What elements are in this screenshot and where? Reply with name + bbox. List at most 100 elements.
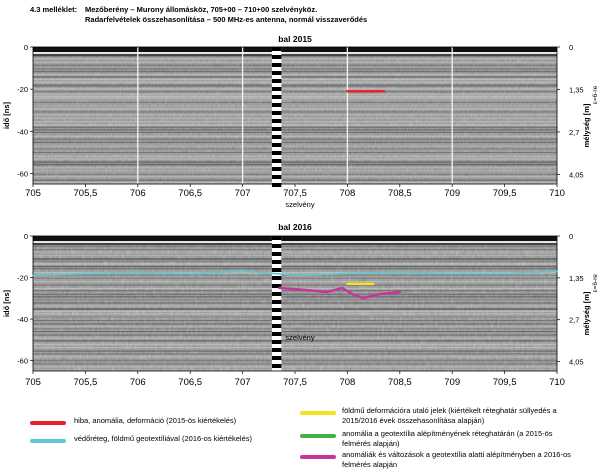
culvert-stripe-band <box>271 175 282 179</box>
reflection-band <box>33 78 557 81</box>
header-line-1: Mezőberény – Murony állomásköz, 705+00 –… <box>85 5 318 14</box>
reflection-band <box>33 81 557 84</box>
y-tick-label: -40 <box>17 127 28 136</box>
direct-wave-band <box>33 236 557 241</box>
reflection-band <box>33 353 557 355</box>
x-tick-label: 710 <box>549 377 565 388</box>
reflection-band <box>33 337 557 340</box>
x-tick-label: 706 <box>130 377 146 388</box>
legend-swatch-deformation <box>300 411 336 415</box>
legend-label-fault: hiba, anomália, deformáció (2015-ös kiér… <box>74 416 237 425</box>
depth-axis-label: mélység [m] <box>582 291 591 335</box>
y-tick-label: 0 <box>24 43 28 52</box>
reflection-band <box>33 320 557 322</box>
legend-label-protective: védőréteg, földmű geotextíliával (2016-o… <box>74 434 253 443</box>
x-tick-label: 706 <box>130 188 146 199</box>
reflection-band <box>33 356 557 358</box>
reflection-band <box>33 163 557 166</box>
x-tick-label: 705 <box>25 188 41 199</box>
reflection-band <box>33 76 557 78</box>
culvert-stripe-band <box>271 79 282 83</box>
reflection-band <box>33 308 557 310</box>
legend-swatch-sub_anomaly <box>300 455 336 459</box>
reflection-band <box>33 88 557 90</box>
reflection-band <box>33 365 557 368</box>
culvert-stripe-band <box>271 103 282 107</box>
culvert-stripe-band <box>271 111 282 115</box>
x-tick-label: 705 <box>25 377 41 388</box>
reflection-band <box>33 369 557 372</box>
culvert-stripe-band <box>271 63 282 67</box>
reflection-band <box>33 179 557 181</box>
reflection-band <box>33 108 557 110</box>
reflection-band <box>33 98 557 100</box>
reflection-band <box>33 290 557 292</box>
permittivity-note: ε=6-re <box>592 85 599 104</box>
depth-axis-label: mélység [m] <box>582 103 591 147</box>
x-tick-label: 709,5 <box>493 188 517 199</box>
reflection-band <box>33 251 557 253</box>
reflection-band <box>33 148 557 150</box>
reflection-band <box>33 93 557 96</box>
appendix-label: 4.3 melléklet: <box>30 5 78 14</box>
legend-swatch-base_anomaly <box>300 434 336 438</box>
reflection-band <box>33 141 557 144</box>
y-tick-label: 0 <box>24 232 28 241</box>
y-axis-label: idő [ns] <box>2 289 11 317</box>
legend-swatch-protective <box>30 439 66 443</box>
culvert-stripe-band <box>271 183 282 187</box>
culvert-stripe-band <box>271 151 282 155</box>
reflection-band <box>33 126 557 129</box>
reflection-band <box>33 124 557 126</box>
direct-wave-band <box>33 243 557 245</box>
reflection-band <box>33 90 557 93</box>
reflection-band <box>33 114 557 116</box>
depth-tick-label: 2,7 <box>569 316 579 325</box>
reflection-band <box>33 120 557 123</box>
reflection-band <box>33 328 557 330</box>
reflection-band <box>33 61 557 64</box>
y-axis-label: idő [ns] <box>2 101 11 129</box>
depth-tick-label: 0 <box>569 43 573 52</box>
y-tick-label: -20 <box>17 274 28 283</box>
x-axis-label: szelvény <box>285 200 314 209</box>
x-tick-label: 708 <box>339 377 355 388</box>
y-tick-label: -20 <box>17 85 28 94</box>
x-tick-label: 707,5 <box>283 377 307 388</box>
reflection-band <box>33 271 557 274</box>
reflection-band <box>33 302 557 304</box>
reflection-band <box>33 68 557 70</box>
reflection-band <box>33 176 557 178</box>
reflection-band <box>33 295 557 298</box>
reflection-band <box>33 111 557 113</box>
reflection-band <box>33 313 557 315</box>
direct-wave-band <box>33 47 557 52</box>
x-axis-label: szelvény <box>285 333 314 342</box>
depth-tick-label: 2,7 <box>569 128 579 137</box>
culvert-stripe-band <box>271 71 282 75</box>
reflection-band <box>33 299 557 301</box>
reflection-band <box>33 363 557 365</box>
panel-title: bal 2016 <box>278 222 312 232</box>
reflection-band <box>33 316 557 318</box>
depth-tick-label: 1,35 <box>569 274 584 283</box>
depth-tick-label: 4,05 <box>569 358 584 367</box>
culvert-stripe-band <box>271 340 282 344</box>
reflection-band <box>33 260 557 262</box>
culvert-stripe-band <box>271 252 282 256</box>
reflection-band <box>33 245 557 248</box>
reflection-band <box>33 258 557 260</box>
x-tick-label: 707 <box>235 188 251 199</box>
permittivity-note: ε=6-re <box>592 274 599 293</box>
reflection-band <box>33 131 557 133</box>
annotation-sub_anomaly-line <box>278 286 401 300</box>
y-tick-label: -60 <box>17 169 28 178</box>
culvert-stripe-band <box>271 284 282 288</box>
culvert-stripe-band <box>271 167 282 171</box>
radargram-2015: bal 2015 705 705,5 706 706,5 707 707,5 708 708,5… <box>2 34 599 209</box>
culvert-stripe-band <box>271 308 282 312</box>
legend-label-deformation: földmű deformációra utaló jelek (kiérték… <box>342 406 557 425</box>
legend-swatch-fault <box>30 421 66 425</box>
x-tick-label: 710 <box>549 188 565 199</box>
